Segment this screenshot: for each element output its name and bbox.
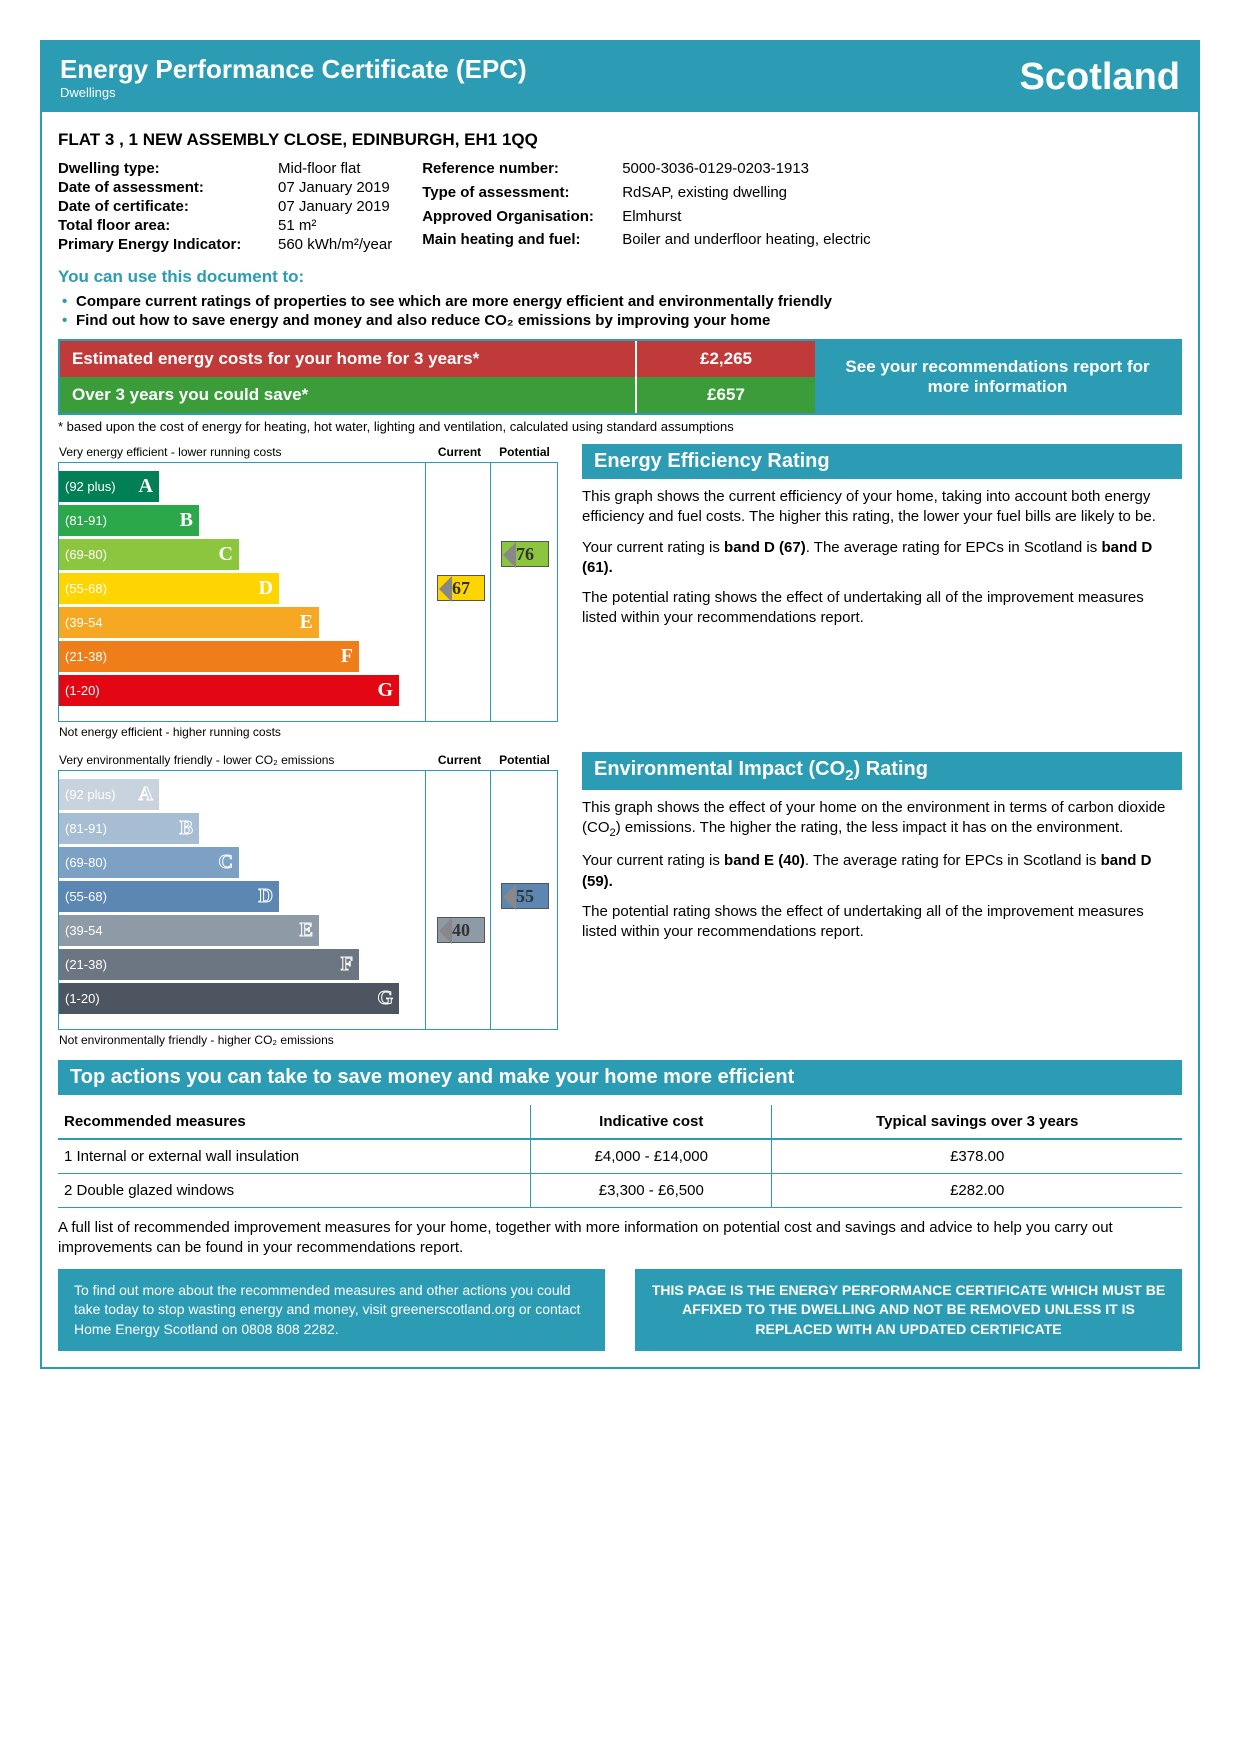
- info-box-right: THIS PAGE IS THE ENERGY PERFORMANCE CERT…: [635, 1269, 1182, 1352]
- value: RdSAP, existing dwelling: [622, 184, 870, 206]
- eir-p3: The potential rating shows the effect of…: [582, 902, 1182, 943]
- rating-band-E: (39-54E: [59, 607, 319, 638]
- rating-band-D: (55-68)D: [59, 573, 279, 604]
- property-address: FLAT 3 , 1 NEW ASSEMBLY CLOSE, EDINBURGH…: [58, 130, 1182, 150]
- rating-band-G: (1-20)G: [59, 983, 399, 1014]
- bullet: Compare current ratings of properties to…: [62, 293, 1182, 310]
- col-measures: Recommended measures: [58, 1105, 531, 1139]
- details-block: Dwelling type:Mid-floor flat Date of ass…: [58, 160, 1182, 253]
- label: Date of assessment:: [58, 179, 278, 196]
- doc-title: Energy Performance Certificate (EPC): [60, 54, 527, 85]
- rating-band-A: (92 plus)A: [59, 779, 159, 810]
- doc-subtitle: Dwellings: [60, 85, 527, 100]
- rating-band-B: (81-91)B: [59, 505, 199, 536]
- value: Boiler and underfloor heating, electric: [622, 231, 870, 253]
- value: Mid-floor flat: [278, 160, 392, 177]
- value: 5000-3036-0129-0203-1913: [622, 160, 870, 182]
- value: Elmhurst: [622, 208, 870, 230]
- actions-note: A full list of recommended improvement m…: [58, 1218, 1182, 1259]
- label: Dwelling type:: [58, 160, 278, 177]
- bottom-boxes: To find out more about the recommended m…: [58, 1269, 1182, 1352]
- bullet: Find out how to save energy and money an…: [62, 312, 1182, 329]
- rating-band-C: (69-80)C: [59, 847, 239, 878]
- use-bullets: Compare current ratings of properties to…: [58, 293, 1182, 329]
- rating-band-B: (81-91)B: [59, 813, 199, 844]
- label: Type of assessment:: [422, 184, 622, 206]
- label: Date of certificate:: [58, 198, 278, 215]
- rating-band-D: (55-68)D: [59, 881, 279, 912]
- current-marker: 40: [437, 917, 485, 943]
- rating-band-C: (69-80)C: [59, 539, 239, 570]
- cost-summary: Estimated energy costs for your home for…: [58, 339, 1182, 415]
- col-current: Current: [427, 753, 492, 767]
- eir-chart-area: Very environmentally friendly - lower CO…: [58, 770, 558, 1030]
- label: Total floor area:: [58, 217, 278, 234]
- rating-band-E: (39-54E: [59, 915, 319, 946]
- actions-heading: Top actions you can take to save money a…: [58, 1060, 1182, 1095]
- col-savings: Typical savings over 3 years: [772, 1105, 1182, 1139]
- label: Primary Energy Indicator:: [58, 236, 278, 253]
- potential-marker: 76: [501, 541, 549, 567]
- eer-heading: Energy Efficiency Rating: [582, 444, 1182, 479]
- table-row: 2 Double glazed windows£3,300 - £6,500£2…: [58, 1174, 1182, 1208]
- label: Reference number:: [422, 160, 622, 182]
- potential-marker: 55: [501, 883, 549, 909]
- info-box-left: To find out more about the recommended m…: [58, 1269, 605, 1352]
- value: 07 January 2019: [278, 179, 392, 196]
- save-label: Over 3 years you could save*: [60, 377, 635, 413]
- eir-p1: This graph shows the effect of your home…: [582, 798, 1182, 841]
- rating-band-F: (21-38)F: [59, 641, 359, 672]
- rating-band-A: (92 plus)A: [59, 471, 159, 502]
- use-heading: You can use this document to:: [58, 267, 1182, 287]
- cost-value: £2,265: [635, 341, 815, 377]
- value: 51 m²: [278, 217, 392, 234]
- eir-heading: Environmental Impact (CO2) Rating: [582, 752, 1182, 790]
- col-cost: Indicative cost: [531, 1105, 772, 1139]
- eer-p1: This graph shows the current efficiency …: [582, 487, 1182, 528]
- epc-document: Energy Performance Certificate (EPC) Dwe…: [40, 40, 1200, 1369]
- col-current: Current: [427, 445, 492, 459]
- chart-top-label: Very energy efficient - lower running co…: [59, 445, 282, 459]
- current-marker: 67: [437, 575, 485, 601]
- cost-label: Estimated energy costs for your home for…: [60, 341, 635, 377]
- col-potential: Potential: [492, 753, 557, 767]
- actions-table: Recommended measures Indicative cost Typ…: [58, 1105, 1182, 1208]
- rating-band-G: (1-20)G: [59, 675, 399, 706]
- label: Main heating and fuel:: [422, 231, 622, 253]
- table-row: 1 Internal or external wall insulation£4…: [58, 1139, 1182, 1174]
- chart-bot-label: Not energy efficient - higher running co…: [59, 725, 281, 739]
- eir-text: Environmental Impact (CO2) Rating This g…: [582, 752, 1182, 1030]
- eir-p2: Your current rating is band E (40). The …: [582, 851, 1182, 892]
- label: Approved Organisation:: [422, 208, 622, 230]
- header-bar: Energy Performance Certificate (EPC) Dwe…: [42, 42, 1198, 112]
- eer-chart-area: Very energy efficient - lower running co…: [58, 462, 558, 722]
- eer-p3: The potential rating shows the effect of…: [582, 588, 1182, 629]
- cost-footnote: * based upon the cost of energy for heat…: [58, 419, 1182, 434]
- chart-top-label: Very environmentally friendly - lower CO…: [59, 753, 334, 767]
- recs-note: See your recommendations report for more…: [815, 341, 1180, 413]
- eer-text: Energy Efficiency Rating This graph show…: [582, 444, 1182, 722]
- save-value: £657: [635, 377, 815, 413]
- value: 560 kWh/m²/year: [278, 236, 392, 253]
- rating-band-F: (21-38)F: [59, 949, 359, 980]
- chart-bot-label: Not environmentally friendly - higher CO…: [59, 1033, 334, 1047]
- eer-p2: Your current rating is band D (67). The …: [582, 538, 1182, 579]
- value: 07 January 2019: [278, 198, 392, 215]
- country-label: Scotland: [1020, 56, 1180, 99]
- col-potential: Potential: [492, 445, 557, 459]
